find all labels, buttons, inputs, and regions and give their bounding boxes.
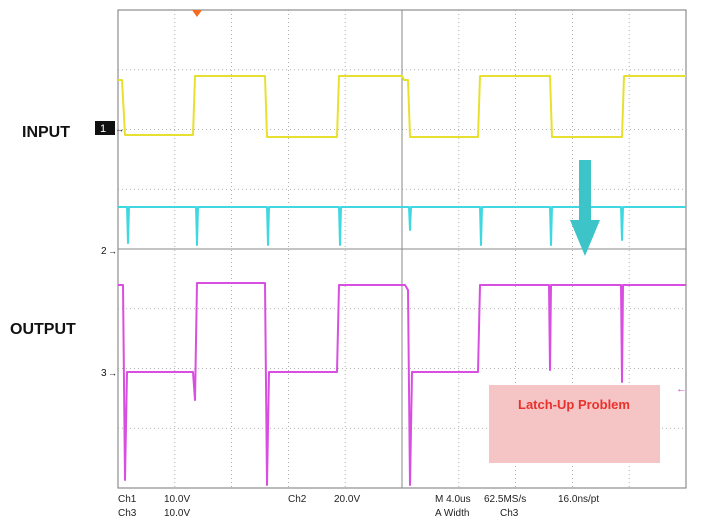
ch1-marker: [95, 121, 115, 135]
readout: 10.0V: [164, 508, 190, 519]
readout: Ch1: [118, 494, 137, 505]
readout: 20.0V: [334, 494, 360, 505]
readout: 16.0ns/pt: [558, 494, 599, 505]
input-label: INPUT: [22, 124, 70, 141]
ch3-marker-label: 3: [101, 368, 107, 379]
arrow-shaft: [579, 160, 591, 222]
output-label: OUTPUT: [10, 321, 76, 338]
readout: Ch2: [288, 494, 307, 505]
ch2-arrow: →: [108, 246, 117, 256]
readout: Ch3: [500, 508, 519, 519]
output-waveform: [118, 282, 686, 486]
annotation-box: [489, 385, 660, 463]
ch1-marker-label: 1: [100, 123, 106, 135]
ch3-arrow: →: [108, 368, 117, 378]
readout: 62.5MS/s: [484, 494, 526, 505]
trigger-marker: [192, 10, 202, 17]
annotation-text: Latch-Up Problem: [518, 397, 630, 412]
readout: A Width: [435, 508, 469, 519]
readout: 10.0V: [164, 494, 190, 505]
clock-waveform: [118, 206, 686, 246]
readout: Ch3: [118, 508, 137, 519]
arrow-head: [570, 220, 600, 256]
ref-arrow: ←: [676, 383, 687, 395]
ch2-marker-label: 2: [101, 246, 107, 257]
readout: M 4.0us: [435, 494, 471, 505]
ch1-arrow: →: [115, 124, 124, 134]
input-waveform: [118, 75, 686, 138]
